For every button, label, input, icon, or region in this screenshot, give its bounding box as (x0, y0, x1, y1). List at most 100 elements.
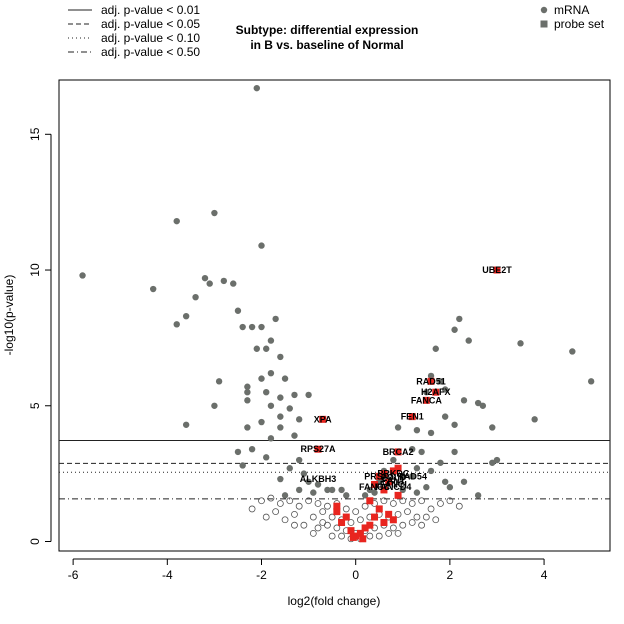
mrna-point (295, 486, 303, 494)
mrna-point (281, 375, 289, 382)
gene-label: FANCC (359, 482, 390, 492)
mrna-point (79, 272, 86, 279)
y-tick-label: 0 (28, 538, 42, 545)
mrna-point-open (446, 497, 454, 505)
gene-label: FEN1 (401, 412, 424, 422)
probe-set-point (385, 510, 393, 518)
type-legend-label: probe set (554, 17, 605, 31)
mrna-point (427, 467, 435, 475)
mrna-point-open (347, 519, 355, 526)
probe-set-point (361, 524, 369, 532)
mrna-point (366, 486, 374, 494)
mrna-point (286, 465, 293, 472)
probe-set-point (389, 467, 397, 475)
probe-set-point (371, 480, 379, 488)
probe-set-point (422, 396, 430, 404)
mrna-point-open (399, 521, 407, 529)
probe-set-point (347, 527, 355, 535)
mrna-point-open (352, 508, 360, 516)
mrna-point (413, 465, 421, 472)
y-axis-label: -log10(p-value) (2, 275, 16, 356)
y-tick-label: 5 (28, 402, 42, 409)
mrna-point-open (248, 505, 256, 513)
gene-label: FANCA (411, 395, 442, 405)
mrna-point (413, 489, 421, 496)
mrna-point (272, 315, 279, 323)
x-tick-label: -2 (256, 568, 267, 582)
mrna-point (474, 492, 482, 499)
mrna-point (215, 378, 223, 385)
mrna-point (234, 307, 242, 314)
probe-set-point (375, 472, 383, 480)
gene-label: H2AFX (421, 387, 451, 397)
mrna-point (286, 405, 293, 412)
mrna-point-open (291, 510, 298, 518)
mrna-point-open (324, 502, 331, 510)
mrna-point (328, 486, 336, 494)
mrna-point-open (314, 500, 322, 507)
gene-label: ALKBH3 (300, 474, 337, 484)
mrna-point-open (309, 529, 317, 537)
probe-set-point (314, 445, 322, 453)
mrna-point-open (422, 513, 430, 521)
mrna-point (432, 345, 439, 352)
mrna-point (446, 484, 454, 491)
mrna-point (569, 348, 576, 355)
mrna-point-open (333, 524, 341, 532)
mrna-point-open (385, 529, 393, 537)
mrna-point (371, 489, 378, 496)
mrna-point (267, 337, 275, 344)
mrna-point (314, 481, 322, 488)
mrna-point (343, 492, 350, 499)
probe-set-point (385, 478, 393, 486)
mrna-point (239, 323, 246, 331)
mrna-point (267, 435, 275, 442)
mrna-point (281, 492, 289, 499)
mrna-point-open (300, 521, 308, 529)
mrna-point (451, 326, 458, 333)
mrna-point (201, 274, 209, 282)
probe-set-point (408, 413, 416, 421)
mrna-point-open (272, 508, 280, 516)
legend-mrna-marker (540, 6, 548, 14)
threshold-lines (59, 440, 610, 500)
mrna-point-open (291, 521, 298, 529)
mrna-point-open (314, 524, 322, 532)
type-legend-label: mRNA (554, 3, 589, 17)
mrna-point-open (389, 524, 397, 532)
mrna-point (253, 345, 260, 352)
mrna-point (437, 459, 444, 466)
mrna-point (248, 323, 256, 331)
mrna-point (493, 456, 501, 464)
probe-set-point (394, 448, 402, 456)
mrna-point (399, 473, 406, 480)
mrna-point (427, 372, 435, 380)
mrna-point (479, 402, 487, 409)
mrna-point (418, 448, 425, 456)
probe-set-point (366, 521, 374, 529)
x-tick-label: 4 (541, 568, 548, 582)
x-axis-label: log2(fold change) (288, 594, 381, 608)
gene-label: RAD51 (416, 376, 446, 386)
legend-probe-marker (540, 20, 548, 28)
mrna-point (427, 429, 435, 437)
mrna-point-open (432, 516, 440, 524)
threshold-legend-label: adj. p-value < 0.01 (101, 3, 200, 17)
x-tick-label: 2 (447, 568, 454, 582)
mrna-point (441, 386, 449, 393)
mrna-point (253, 84, 260, 92)
mrna-point (361, 492, 369, 499)
mrna-point (394, 424, 402, 431)
probe-set-point (359, 535, 367, 543)
mrna-point (295, 456, 303, 464)
mrna-point (413, 426, 421, 434)
y-axis: 0 5 10 15 (28, 127, 52, 545)
mrna-point-open (276, 500, 284, 507)
mrna-point (234, 448, 242, 456)
mrna-point (451, 421, 458, 428)
probe-set-point (371, 513, 379, 521)
chart-title-line-1: Subtype: differential expression (236, 23, 419, 37)
mrna-point-open (338, 532, 345, 540)
